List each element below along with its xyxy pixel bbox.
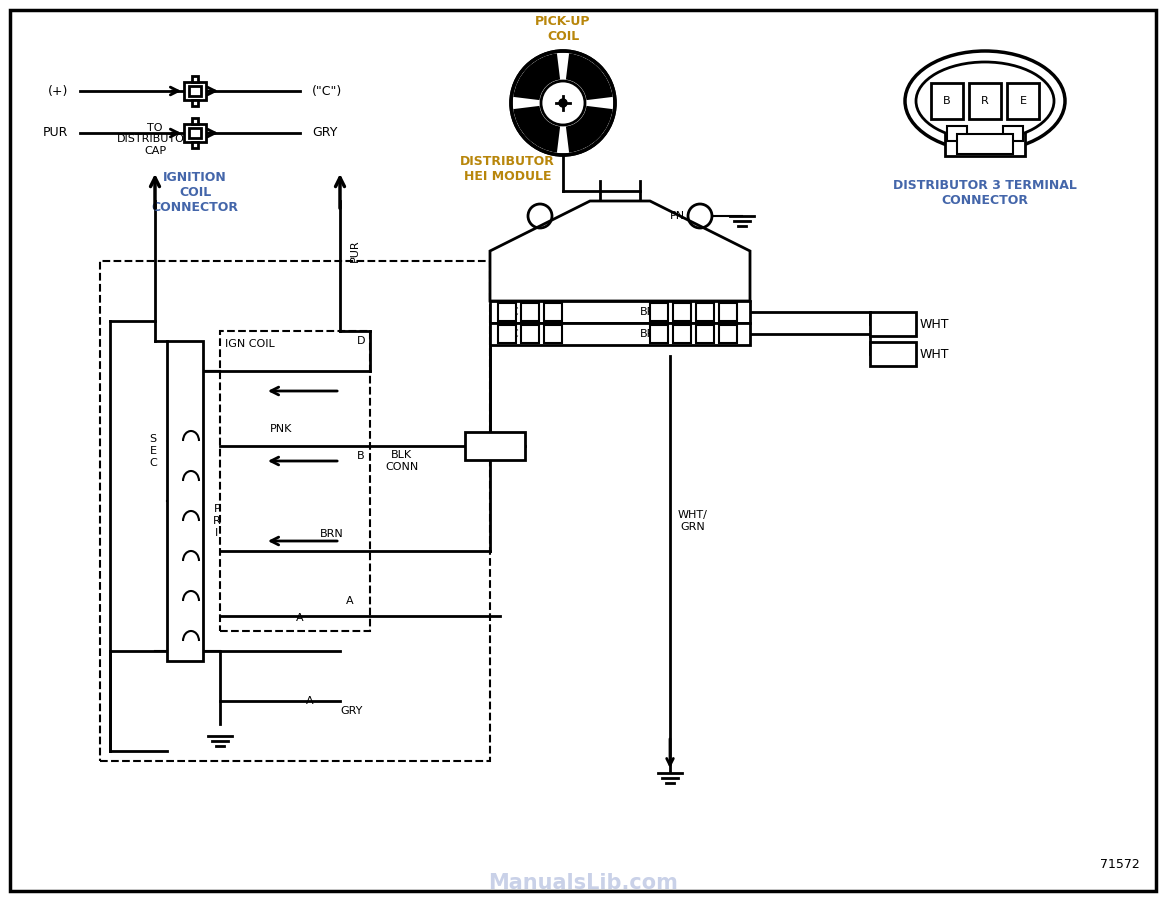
Text: ("C"): ("C")	[312, 85, 343, 97]
Text: GRY: GRY	[312, 126, 337, 140]
Text: GRY: GRY	[340, 706, 363, 716]
Text: DISTRIBUTOR 3 TERMINAL
CONNECTOR: DISTRIBUTOR 3 TERMINAL CONNECTOR	[893, 179, 1077, 207]
Bar	[189, 128, 201, 138]
Text: A: A	[307, 696, 314, 706]
Text: ManualsLib.com: ManualsLib.com	[489, 873, 677, 893]
Bar	[649, 325, 668, 343]
Wedge shape	[513, 53, 563, 103]
Circle shape	[540, 80, 586, 126]
Wedge shape	[563, 53, 612, 103]
Text: WHT: WHT	[920, 317, 949, 331]
Bar	[498, 325, 517, 343]
Bar	[696, 303, 714, 321]
Text: PNK: PNK	[271, 424, 293, 434]
Text: PICK-UP
COIL: PICK-UP COIL	[535, 15, 591, 43]
Text: WHT/
GRN: WHT/ GRN	[677, 510, 708, 532]
Bar	[191, 100, 198, 106]
Text: 71572: 71572	[1101, 858, 1140, 871]
Polygon shape	[490, 201, 750, 301]
Text: A: A	[296, 613, 304, 623]
Bar	[220, 331, 370, 631]
Text: PUR: PUR	[350, 240, 360, 262]
Circle shape	[559, 99, 567, 107]
Text: BRE: BRE	[640, 329, 662, 339]
Bar	[673, 325, 691, 343]
Bar	[490, 323, 750, 345]
Ellipse shape	[916, 62, 1054, 140]
Bar	[930, 83, 963, 119]
Bar	[465, 432, 525, 460]
Text: PUR: PUR	[43, 126, 68, 140]
Text: B: B	[943, 96, 950, 106]
Text: S
E
C: S E C	[149, 434, 157, 468]
Bar	[498, 303, 517, 321]
Bar	[184, 82, 206, 100]
Bar	[184, 124, 206, 142]
Text: B: B	[357, 451, 365, 461]
Bar	[167, 341, 203, 661]
Bar	[191, 76, 198, 82]
Bar	[545, 325, 562, 343]
Bar	[870, 342, 916, 366]
Bar	[870, 312, 916, 336]
Bar	[521, 325, 539, 343]
Bar	[719, 325, 737, 343]
Bar	[673, 303, 691, 321]
Text: BRN: BRN	[319, 529, 344, 539]
Text: A: A	[346, 596, 353, 606]
Bar	[521, 303, 539, 321]
Bar	[969, 83, 1000, 119]
Wedge shape	[563, 103, 612, 152]
Text: E: E	[1019, 96, 1026, 106]
Text: IGNITION
COIL
CONNECTOR: IGNITION COIL CONNECTOR	[152, 171, 239, 214]
Bar	[719, 303, 737, 321]
Text: FILTER: FILTER	[479, 441, 511, 451]
Bar	[100, 261, 490, 761]
Text: P
R
I: P R I	[213, 505, 220, 538]
Text: BRE: BRE	[640, 307, 662, 317]
Bar	[1007, 83, 1039, 119]
Bar	[957, 134, 1013, 154]
Text: (+): (+)	[48, 85, 68, 97]
Bar	[947, 126, 967, 141]
Text: BLK
CONN: BLK CONN	[385, 450, 419, 472]
Text: WHT: WHT	[920, 348, 949, 360]
Ellipse shape	[905, 51, 1065, 151]
Text: D: D	[357, 336, 365, 346]
Bar	[696, 325, 714, 343]
Bar	[490, 301, 750, 323]
Bar	[191, 142, 198, 148]
Text: IGN COIL: IGN COIL	[225, 339, 275, 349]
Text: R: R	[981, 96, 989, 106]
Bar	[545, 303, 562, 321]
Bar	[189, 86, 201, 96]
Bar	[944, 126, 1025, 156]
Text: + C: + C	[498, 329, 519, 339]
Text: TO
DISTRIBUTOR
CAP: TO DISTRIBUTOR CAP	[118, 123, 192, 156]
Text: DISTRIBUTOR
HEI MODULE: DISTRIBUTOR HEI MODULE	[461, 155, 555, 183]
Wedge shape	[513, 103, 563, 152]
Text: + C: + C	[498, 307, 519, 317]
Bar	[1003, 126, 1023, 141]
Bar	[191, 118, 198, 124]
Bar	[649, 303, 668, 321]
Text: PN: PN	[670, 211, 686, 221]
